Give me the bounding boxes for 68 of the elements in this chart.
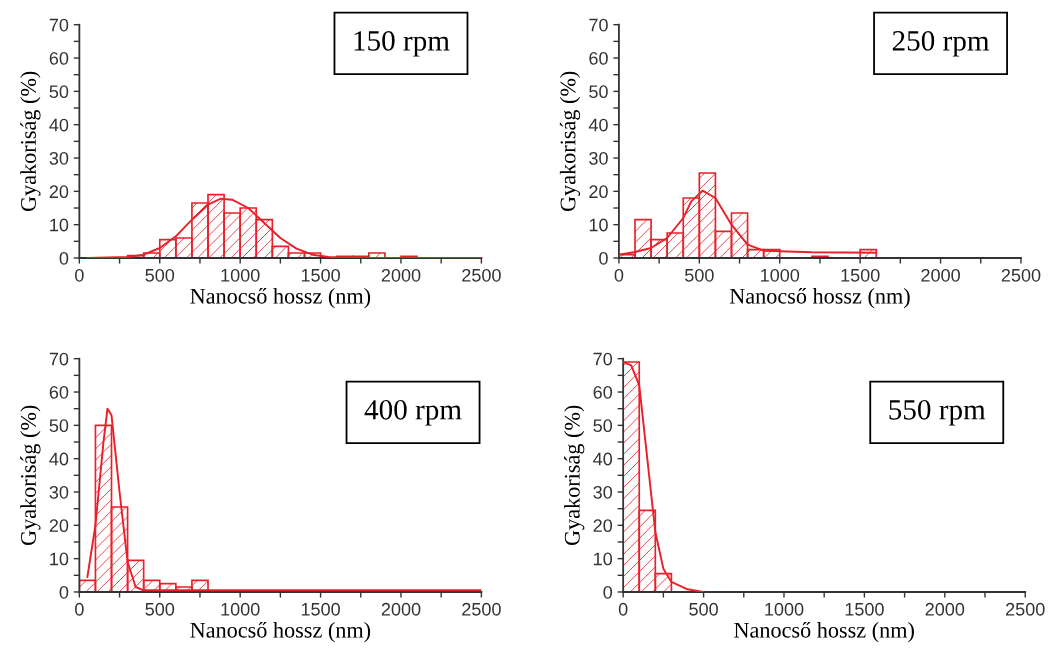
x-tick-label: 500 (145, 602, 175, 616)
x-tick-label: 1500 (841, 268, 880, 282)
y-tick-label: 30 (589, 151, 608, 165)
x-tick-label: 0 (75, 602, 84, 616)
y-tick-label: 20 (593, 519, 613, 533)
y-tick-label: 20 (49, 185, 69, 199)
x-tick-label: 500 (689, 602, 718, 616)
y-tick-label: 10 (589, 218, 608, 232)
annotation: 550 rpm (889, 399, 986, 426)
y-tick-label: 10 (50, 552, 69, 566)
y-tick-label: 70 (593, 352, 613, 366)
x-tick-label: 2000 (925, 602, 965, 616)
x-tick-label: 2000 (921, 268, 960, 282)
y-tick-label: 30 (593, 485, 613, 499)
y-tick-label: 70 (589, 18, 608, 32)
x-tick-label: 500 (145, 268, 175, 282)
y-tick-label: 10 (50, 218, 69, 232)
x-tick-label: 2500 (1006, 602, 1045, 616)
y-axis-title: Gyakoriság (%) (559, 71, 581, 212)
y-tick-label: 60 (593, 385, 613, 399)
x-tick-label: 2500 (462, 602, 501, 616)
x-tick-label: 1000 (221, 602, 260, 616)
x-tick-label: 0 (75, 268, 84, 282)
y-tick-label: 10 (594, 552, 613, 566)
x-tick-label: 0 (618, 602, 628, 616)
y-tick-label: 60 (49, 51, 69, 65)
x-tick-label: 2500 (1001, 268, 1041, 282)
x-tick-label: 500 (685, 268, 714, 282)
y-axis-title: Gyakoriság (%) (20, 405, 41, 546)
x-tick-label: 1500 (845, 602, 884, 616)
y-tick-label: 0 (59, 251, 69, 265)
y-axis-title: Gyakoriság (%) (564, 405, 585, 546)
y-tick-label: 40 (49, 452, 69, 466)
y-tick-label: 60 (589, 51, 608, 65)
annotation: 150 rpm (354, 30, 450, 57)
x-tick-label: 1500 (301, 602, 340, 616)
annotation: 250 rpm (892, 30, 990, 57)
y-tick-label: 30 (49, 485, 69, 499)
x-tick-label: 1500 (301, 268, 340, 282)
y-tick-label: 70 (49, 352, 69, 366)
y-tick-label: 0 (603, 585, 613, 599)
x-axis-title: Nanocső hossz (nm) (734, 622, 914, 643)
x-tick-label: 2500 (462, 268, 501, 282)
y-tick-label: 30 (49, 151, 69, 165)
y-tick-label: 50 (49, 419, 69, 433)
x-axis-title: Nanocső hossz (nm) (190, 288, 371, 309)
y-tick-label: 50 (49, 85, 69, 99)
y-tick-label: 40 (593, 452, 613, 466)
y-tick-label: 20 (49, 519, 69, 533)
y-tick-label: 50 (589, 85, 608, 99)
y-tick-label: 70 (49, 18, 69, 32)
x-tick-label: 2000 (381, 602, 421, 616)
x-tick-label: 2000 (381, 268, 421, 282)
y-tick-label: 40 (49, 118, 69, 132)
y-tick-label: 0 (599, 251, 608, 265)
x-axis-title: Nanocső hossz (nm) (190, 622, 371, 643)
x-tick-label: 1000 (761, 268, 800, 282)
x-axis-title: Nanocső hossz (nm) (729, 288, 910, 309)
y-tick-label: 60 (49, 385, 69, 399)
y-axis-title: Gyakoriság (%) (20, 71, 41, 212)
y-tick-label: 0 (59, 585, 69, 599)
y-tick-label: 20 (589, 185, 608, 199)
y-tick-label: 40 (588, 118, 608, 132)
x-tick-label: 1000 (765, 602, 804, 616)
annotation: 400 rpm (364, 399, 462, 426)
y-tick-label: 50 (593, 419, 613, 433)
x-tick-label: 1000 (221, 268, 260, 282)
x-tick-label: 0 (614, 268, 624, 282)
